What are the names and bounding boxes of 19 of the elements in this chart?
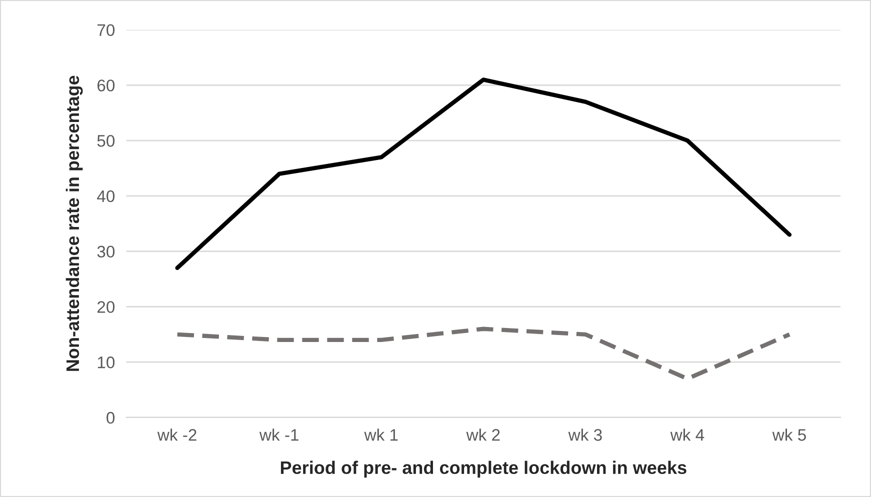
y-tick-label: 60 [97, 80, 115, 92]
x-tick-label: wk 5 [772, 428, 806, 441]
y-axis-title: Non-attendance rate in percentage [66, 76, 83, 371]
x-tick-label: wk 1 [364, 428, 398, 441]
x-tick-label: wk -1 [259, 428, 298, 441]
y-tick-label: 0 [106, 412, 115, 424]
line-series [175, 326, 792, 381]
y-tick-label: 20 [97, 301, 115, 313]
y-tick-label: 70 [98, 24, 115, 36]
line-series [175, 78, 792, 270]
x-tick-label: wk 2 [466, 428, 500, 441]
y-tick-label: 40 [97, 190, 115, 202]
x-tick-label: wk 4 [670, 428, 704, 441]
x-tick-label: wk 3 [568, 428, 602, 441]
y-tick-label: 10 [98, 356, 115, 368]
y-tick-label: 30 [97, 246, 115, 258]
x-tick-label: wk -2 [157, 428, 196, 441]
y-tick-label: 50 [97, 134, 115, 147]
x-axis-title: Period of pre- and complete lockdown in weeks [280, 460, 686, 478]
